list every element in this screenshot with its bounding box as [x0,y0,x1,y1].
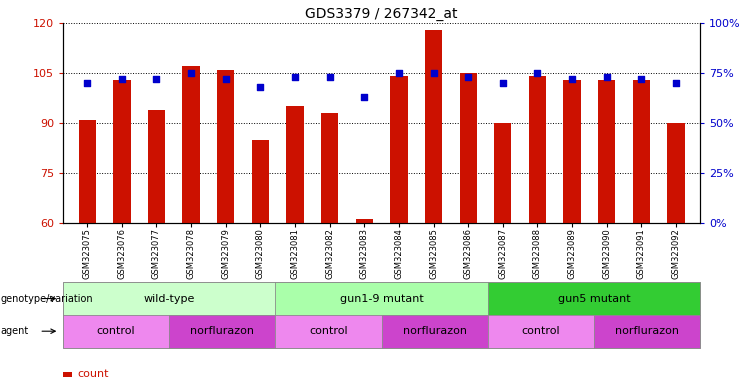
Text: count: count [78,369,110,379]
Point [150,76,162,82]
Point [289,74,301,80]
Bar [148,109,165,223]
Text: genotype/variation: genotype/variation [1,293,93,304]
Text: norflurazon: norflurazon [615,326,679,336]
Bar [668,123,685,223]
Bar [321,113,339,223]
Point [531,70,543,76]
Bar [391,76,408,223]
Point [220,76,232,82]
Bar [217,70,234,223]
Bar [494,123,511,223]
Bar [425,30,442,223]
Point [393,70,405,76]
Bar [252,139,269,223]
Point [82,80,93,86]
Point [670,80,682,86]
Text: agent: agent [1,326,29,336]
Point [462,74,474,80]
Text: control: control [522,326,560,336]
Text: control: control [309,326,348,336]
Text: control: control [97,326,136,336]
Text: wild-type: wild-type [144,293,195,304]
Point [254,84,266,90]
Point [566,76,578,82]
Bar [356,219,373,223]
Point [497,80,509,86]
Point [601,74,613,80]
Text: norflurazon: norflurazon [402,326,467,336]
Point [185,70,197,76]
Text: gun5 mutant: gun5 mutant [558,293,631,304]
Title: GDS3379 / 267342_at: GDS3379 / 267342_at [305,7,458,21]
Text: gun1-9 mutant: gun1-9 mutant [339,293,424,304]
Point [116,76,127,82]
Bar [529,76,546,223]
Bar [633,79,650,223]
Bar [182,66,200,223]
Point [359,94,370,100]
Point [636,76,648,82]
Bar [113,79,130,223]
Bar [598,79,615,223]
Point [324,74,336,80]
Point [428,70,439,76]
Bar [563,79,581,223]
Bar [459,73,477,223]
Bar [79,119,96,223]
Bar [286,106,304,223]
Text: norflurazon: norflurazon [190,326,254,336]
